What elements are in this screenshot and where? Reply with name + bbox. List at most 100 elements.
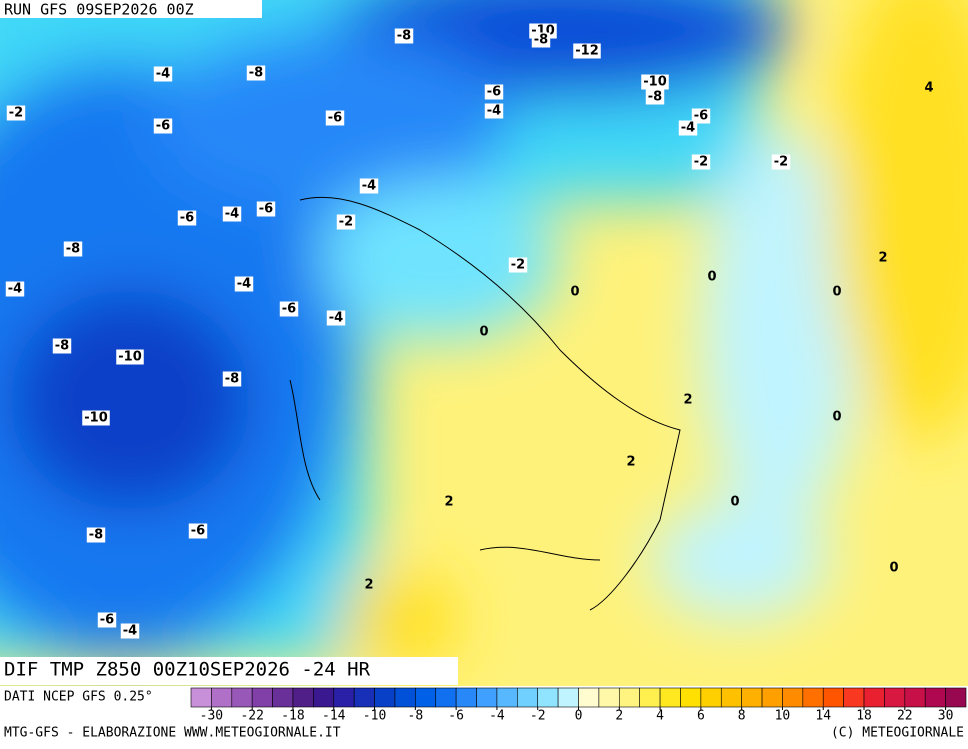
- label-box: [52, 338, 72, 354]
- contour-label-group: -6: [188, 523, 208, 539]
- colorbar-cell: [476, 687, 498, 708]
- contour-label: -2: [339, 215, 353, 230]
- label-box: [116, 349, 144, 365]
- colorbar-cell: [313, 687, 335, 708]
- colorbar-tick-label: -18: [281, 709, 304, 724]
- colorbar-cell: [394, 687, 416, 708]
- colorbar-tick-label: -8: [408, 709, 424, 724]
- colorbar-cell: [231, 687, 253, 708]
- contour-label-group: 0: [730, 495, 739, 510]
- contour-label-group: -6: [691, 108, 711, 124]
- colorbar-tick-label: -4: [489, 709, 505, 724]
- contour-label-group: -2: [336, 214, 356, 230]
- contour-label: -2: [774, 155, 788, 170]
- colorbar-cell: [190, 687, 212, 708]
- coastline: [289, 379, 601, 561]
- contour-label: -8: [397, 29, 411, 44]
- colorbar-cell: [292, 687, 314, 708]
- label-box: [691, 154, 711, 170]
- contour-label-group: -8: [394, 28, 414, 44]
- contour-label-group: -4: [359, 178, 379, 194]
- contour-label: 2: [364, 578, 373, 593]
- colorbar-cell: [618, 687, 640, 708]
- colorbar-cell: [720, 687, 742, 708]
- credit: MTG-GFS - ELABORAZIONE WWW.METEOGIORNALE…: [4, 726, 341, 741]
- contour-label: 2: [683, 393, 692, 408]
- colorbar-cell: [598, 687, 620, 708]
- label-box: [222, 371, 242, 387]
- contour-label-group: -8: [645, 89, 665, 105]
- colorbar-cell: [415, 687, 437, 708]
- label-box: [279, 301, 299, 317]
- colorbar-cell: [578, 687, 600, 708]
- colorbar-cell: [904, 687, 926, 708]
- contour-label-group: -2: [6, 105, 26, 121]
- map-field: [0, 0, 968, 686]
- contour-labels: -8 -10-8-12-4 -8-10-8-2-6-4-6-6-6-4-2 -2-4-…: [5, 23, 934, 639]
- run-title: RUN GFS 09SEP2026 00Z: [4, 1, 194, 19]
- colorbar-cell: [353, 687, 375, 708]
- contour-label: -12: [575, 44, 599, 59]
- label-box: [234, 276, 254, 292]
- colorbar-cell: [945, 687, 967, 708]
- contour-label-group: -12: [573, 43, 601, 59]
- contour-label: -4: [156, 67, 170, 82]
- label-box: [641, 74, 669, 90]
- colorbar-tick-label: -30: [200, 709, 223, 724]
- contour-label: -6: [156, 119, 170, 134]
- contour-label-group: -8: [222, 371, 242, 387]
- contour-label: 0: [479, 325, 488, 340]
- contour-label-group: -8: [531, 32, 551, 48]
- contour-label: -2: [694, 155, 708, 170]
- source: DATI NCEP GFS 0.25°: [4, 690, 153, 705]
- contour-label: 0: [730, 495, 739, 510]
- contour-label: 0: [832, 410, 841, 425]
- label-box: [326, 310, 346, 326]
- label-box: [531, 32, 551, 48]
- label-box: [86, 527, 106, 543]
- contour-label: -4: [123, 624, 137, 639]
- label-box: [771, 154, 791, 170]
- colorbar-tick-label: 0: [575, 709, 583, 724]
- contour-label-group: -10: [641, 74, 669, 90]
- contour-label-group: -10: [82, 410, 110, 426]
- contour-label-group: 2: [626, 455, 635, 470]
- contour-label-group: -8: [246, 65, 266, 81]
- label-box: [6, 105, 26, 121]
- colorbar-cell: [374, 687, 396, 708]
- contour-label: -8: [225, 372, 239, 387]
- label-box: [5, 281, 25, 297]
- contour-label: -8: [89, 528, 103, 543]
- colorbar-tick-label: 10: [775, 709, 791, 724]
- contour-label-group: -6: [325, 110, 345, 126]
- colorbar-tick-label: 18: [856, 709, 872, 724]
- label-box: [394, 28, 414, 44]
- contour-label: 0: [570, 285, 579, 300]
- contour-label: -8: [648, 90, 662, 105]
- contour-label: 2: [626, 455, 635, 470]
- contour-label: -10: [84, 411, 108, 426]
- contour-label: -6: [259, 202, 273, 217]
- contour-label-group: -6: [153, 118, 173, 134]
- contour-label-group: 2: [683, 393, 692, 408]
- contour-label-group: -6: [256, 201, 276, 217]
- colorbar-tick-label: 8: [738, 709, 746, 724]
- colorbar-tick-label: -14: [322, 709, 346, 724]
- colorbar-tick-label: 14: [815, 709, 831, 724]
- contour-label-group: -4: [678, 120, 698, 136]
- contour-label: -6: [328, 111, 342, 126]
- colorbar-cell: [700, 687, 722, 708]
- colorbar-cell: [639, 687, 661, 708]
- contour-label: -4: [329, 311, 343, 326]
- colorbar-tick-label: -2: [530, 709, 546, 724]
- colorbar-cell: [496, 687, 518, 708]
- label-box: [359, 178, 379, 194]
- contour-label-group: -8: [52, 338, 72, 354]
- contour-label: -8: [534, 33, 548, 48]
- contour-label-group: -6: [279, 301, 299, 317]
- colorbar-cell: [761, 687, 783, 708]
- colorbar-cell: [843, 687, 865, 708]
- contour-label-group: -4: [5, 281, 25, 297]
- contour-label: -8: [249, 66, 263, 81]
